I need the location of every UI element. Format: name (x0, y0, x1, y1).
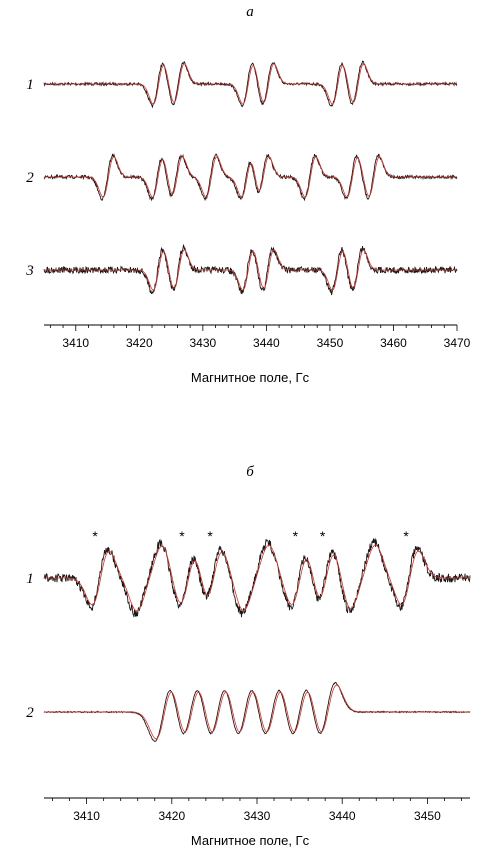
panel-b-x-axis: 3410 3420 3430 3440 3450 (44, 797, 470, 823)
panel-a-x-axis-title: Магнитное поле, Гс (191, 370, 310, 385)
pb-trace-2-simulated (44, 684, 470, 740)
panel-b: б * * * * * * 12 3410 3420 3430 3440 3450 Магнитн… (26, 464, 471, 848)
pb-trace-1-experimental (43, 537, 471, 618)
panel-a-traces: 1 2 3 (25, 60, 458, 296)
pb-annotation-star: * (92, 528, 98, 544)
pa-trace-3-experimental (43, 243, 458, 296)
pa-trace-1-simulated (44, 63, 457, 105)
panel-a: а 1 2 3 3410 3420 3430 3440 3450 3460 3470 Магни… (25, 4, 470, 385)
pb-tick-label: 3420 (158, 809, 185, 823)
pa-tick-label: 3430 (189, 336, 216, 350)
pb-tick-label: 3450 (414, 809, 441, 823)
pb-tick-label: 3430 (244, 809, 271, 823)
pb-annotation-star: * (293, 528, 299, 544)
pa-trace-2-experimental (43, 153, 458, 202)
pa-tick-label: 3460 (380, 336, 407, 350)
pa-trace-label-2: 2 (26, 170, 34, 186)
pa-trace-2-simulated (44, 156, 457, 198)
pb-annotation-star: * (207, 528, 213, 544)
pb-trace-label-1: 1 (26, 571, 34, 587)
panel-b-x-axis-title: Магнитное поле, Гс (191, 833, 310, 848)
pb-annotation-star: * (403, 528, 409, 544)
pa-tick-label: 3410 (62, 336, 89, 350)
panel-b-letter: б (246, 464, 254, 480)
panel-b-traces: 12 (26, 537, 471, 743)
pa-trace-label-1: 1 (26, 77, 34, 93)
panel-a-x-axis: 3410 3420 3430 3440 3450 3460 3470 (44, 324, 471, 350)
panel-b-annotations: * * * * * * (92, 528, 409, 544)
pb-trace-label-2: 2 (26, 705, 34, 721)
pb-tick-label: 3440 (329, 809, 356, 823)
pa-trace-1-experimental (43, 60, 458, 109)
pb-annotation-star: * (320, 528, 326, 544)
pa-tick-label: 3440 (253, 336, 280, 350)
pb-tick-label: 3410 (73, 809, 100, 823)
pa-tick-label: 3450 (317, 336, 344, 350)
pa-trace-label-3: 3 (25, 263, 34, 279)
pa-trace-3-simulated (44, 249, 457, 291)
panel-a-letter: а (246, 4, 254, 20)
pa-tick-label: 3470 (444, 336, 471, 350)
pa-tick-label: 3420 (126, 336, 153, 350)
pb-trace-1-simulated (44, 544, 470, 612)
pb-annotation-star: * (179, 528, 185, 544)
